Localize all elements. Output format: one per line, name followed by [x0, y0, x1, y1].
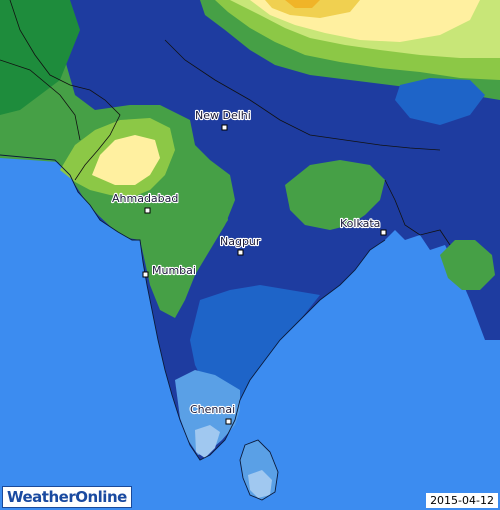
border-himalaya: [164, 39, 441, 151]
border-bangladesh: [384, 179, 451, 246]
city-marker: [142, 271, 149, 278]
city-marker: [221, 124, 228, 131]
desert-pale-yellow: [92, 135, 160, 185]
map-date: 2015-04-12: [426, 493, 498, 508]
city-label-ahmadabad: Ahmadabad: [112, 192, 178, 205]
pale-blue-tip: [195, 425, 220, 458]
city-label-chennai: Chennai: [190, 403, 235, 416]
logo-text-weather: Weather: [7, 488, 76, 506]
city-marker: [144, 207, 151, 214]
orange-tibet: [285, 0, 320, 8]
city-marker: [225, 418, 232, 425]
logo-text-online: Online: [75, 488, 127, 506]
city-label-kolkata: Kolkata: [340, 217, 380, 230]
green-region-central: [165, 190, 228, 252]
blue-patch-tibet-east: [395, 78, 485, 125]
yellow-tibet: [265, 0, 360, 18]
city-new-delhi: New Delhi: [194, 108, 252, 131]
green-region-east: [285, 160, 385, 230]
city-kolkata: Kolkata: [339, 216, 387, 236]
coastline-west: [0, 154, 386, 461]
city-marker: [237, 249, 244, 256]
border-northwest: [0, 59, 81, 141]
city-mumbai: Mumbai: [142, 263, 197, 278]
sri-lanka-south: [248, 470, 272, 498]
city-nagpur: Nagpur: [219, 234, 262, 256]
city-label-nagpur: Nagpur: [220, 235, 261, 248]
light-blue-south: [175, 370, 240, 455]
mid-blue-plateau: [190, 285, 320, 400]
coastline-sri-lanka: [239, 439, 279, 501]
city-ahmadabad: Ahmadabad: [111, 191, 179, 214]
city-marker: [380, 229, 387, 236]
city-label-new-delhi: New Delhi: [195, 109, 251, 122]
border-india-pakistan: [9, 0, 121, 181]
weatheronline-logo[interactable]: Weather Online: [2, 486, 132, 508]
city-chennai: Chennai: [189, 402, 236, 425]
city-label-mumbai: Mumbai: [152, 264, 196, 277]
green-region-northeast: [440, 240, 495, 290]
